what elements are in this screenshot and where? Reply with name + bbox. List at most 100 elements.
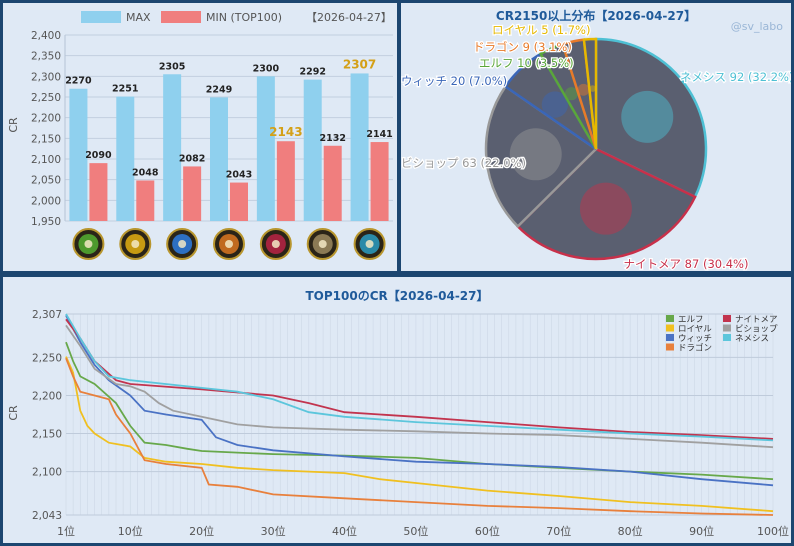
line-y-tick: 2,200 — [32, 390, 62, 402]
bar-bishop-max — [303, 79, 322, 221]
bar-class-icons — [72, 228, 386, 260]
pie-slice-art-ドラゴン — [577, 83, 590, 96]
pie-slice-ナイトメア — [516, 147, 697, 261]
bar-value-label: 2270 — [65, 76, 92, 87]
bar-value-label: 2090 — [85, 150, 112, 161]
pie-slice-ロイヤル — [582, 37, 598, 150]
pie-slices — [484, 37, 708, 261]
line-series — [65, 313, 774, 516]
nightmare-icon — [259, 228, 292, 260]
line-y-tick: 2,250 — [32, 352, 62, 364]
line-x-tick: 10位 — [118, 524, 143, 538]
pie-slice-art-エルフ — [564, 87, 579, 101]
pie-label-ネメシス: ネメシス 92 (32.2%) — [680, 70, 791, 84]
line-x-tick: 80位 — [618, 524, 643, 538]
line-legend-swatch — [666, 343, 674, 351]
line-y-tick: 2,150 — [32, 429, 62, 441]
line-series-ビショップ — [65, 324, 774, 449]
bar-value-label: 2300 — [253, 63, 280, 74]
bar-y-tick: 2,050 — [31, 175, 61, 187]
bar-y-tick: 2,400 — [31, 30, 61, 42]
bar-value-label: 2132 — [319, 133, 345, 144]
bar-value-label: 2048 — [132, 167, 159, 178]
line-series-ロイヤル — [65, 356, 774, 513]
bar-elf-min — [89, 163, 108, 221]
nemesis-icon — [353, 228, 386, 260]
bar-elf-max — [69, 88, 88, 221]
line-chart-panel: TOP100のCR【2026-04-27】 CR 2,043 2,100 2,150… — [3, 277, 791, 543]
line-legend-label: ビショップ — [735, 325, 778, 335]
pie-slice-art-ロイヤル — [589, 85, 596, 92]
bar-value-label: 2251 — [112, 84, 138, 95]
line-x-tick: 20位 — [189, 524, 214, 538]
bar-y-tick: 2,150 — [31, 133, 61, 145]
bar-y-tick: 1,950 — [31, 216, 61, 228]
bar-value-label: 2305 — [159, 61, 185, 72]
line-legend-swatch — [723, 324, 731, 332]
line-legend-swatch — [723, 334, 731, 341]
bar-y-tick: 2,300 — [31, 71, 61, 83]
pie-label-ドラゴン: ドラゴン 9 (3.1%) — [473, 40, 572, 54]
bar-chart-panel: MAX MIN (TOP100) 【2026-04-27】 CR 1,950 2,… — [3, 3, 397, 271]
bar-value-label: 2082 — [179, 153, 205, 164]
line-y-axis-label: CR — [7, 405, 20, 421]
bar-y-tick: 2,200 — [31, 113, 61, 125]
bar-dragon-max — [210, 97, 228, 221]
royal-icon — [119, 228, 152, 260]
bar-royal-max — [116, 96, 135, 221]
line-x-tick: 1位 — [57, 524, 75, 538]
pie-label-ナイトメア: ナイトメア 87 (30.4%) — [624, 257, 749, 271]
line-x-tick: 60位 — [475, 524, 500, 538]
pie-slice-art-ウィッチ — [541, 91, 569, 118]
line-y-tick: 2,043 — [32, 510, 62, 522]
line-legend-label: ネメシス — [735, 334, 769, 344]
line-x-tick: 30位 — [261, 524, 286, 538]
pie-slice-ビショップ — [484, 84, 598, 229]
line-legend-label: ドラゴン — [678, 343, 712, 354]
pie-label-ロイヤル: ロイヤル 5 (1.7%) — [492, 23, 590, 37]
pie-slice-ネメシス — [594, 37, 708, 199]
pie-chart-panel: CR2150以上分布【2026-04-27】 @sv_labo ネメシス 92 … — [401, 3, 791, 271]
pie-chart: CR2150以上分布【2026-04-27】 @sv_labo ネメシス 92 … — [401, 8, 791, 271]
bar-y-tick: 2,100 — [31, 154, 61, 166]
bar-value-label: 2141 — [366, 129, 392, 140]
line-x-tick: 90位 — [689, 524, 714, 538]
line-legend-swatch — [666, 315, 674, 322]
line-legend-label: ナイトメア — [735, 315, 778, 325]
line-legend-label: エルフ — [678, 315, 704, 325]
pie-label-エルフ: エルフ 10 (3.5%) — [479, 56, 574, 70]
line-y-tick: 2,100 — [32, 467, 62, 479]
line-legend-label: ウィッチ — [678, 334, 712, 344]
bar-nightmare-max — [256, 76, 275, 221]
bar-chart: MAX MIN (TOP100) 【2026-04-27】 CR 1,950 2,… — [7, 11, 393, 260]
line-x-tick: 40位 — [332, 524, 357, 538]
bar-value-label: 2043 — [226, 170, 252, 181]
pie-title: CR2150以上分布【2026-04-27】 — [496, 8, 696, 23]
witch-icon — [166, 228, 199, 260]
pie-label-ウィッチ: ウィッチ 20 (7.0%) — [401, 74, 507, 88]
legend-min-swatch — [161, 11, 201, 23]
bar-nemesis-max — [350, 73, 369, 221]
line-title: TOP100のCR【2026-04-27】 — [305, 288, 488, 303]
line-legend-swatch — [666, 324, 674, 332]
legend-date: 【2026-04-27】 — [306, 11, 392, 24]
line-legend-swatch — [666, 334, 674, 341]
bar-y-tick: 2,350 — [31, 51, 61, 63]
bar-value-label: 2143 — [269, 125, 302, 139]
legend-min-label: MIN (TOP100) — [206, 11, 282, 24]
bar-nemesis-min — [370, 142, 389, 221]
line-chart: TOP100のCR【2026-04-27】 CR 2,043 2,100 2,150… — [7, 288, 789, 538]
bar-y-tick: 2,250 — [31, 92, 61, 104]
bar-nightmare-min — [276, 141, 295, 221]
bar-y-tick: 2,000 — [31, 195, 61, 207]
bar-witch-max — [163, 74, 182, 222]
line-x-tick: 70位 — [546, 524, 571, 538]
pie-slice-art-ネメシス — [621, 90, 674, 143]
bar-value-label: 2307 — [343, 57, 376, 71]
bar-bishop-min — [323, 145, 342, 221]
pie-labels: ネメシス 92 (32.2%) ナイトメア 87 (30.4%) ビショップ 63 … — [401, 22, 791, 271]
line-y-tick: 2,307 — [32, 309, 62, 321]
line-series-ドラゴン — [65, 357, 774, 516]
pie-slice-art-ビショップ — [509, 128, 562, 181]
